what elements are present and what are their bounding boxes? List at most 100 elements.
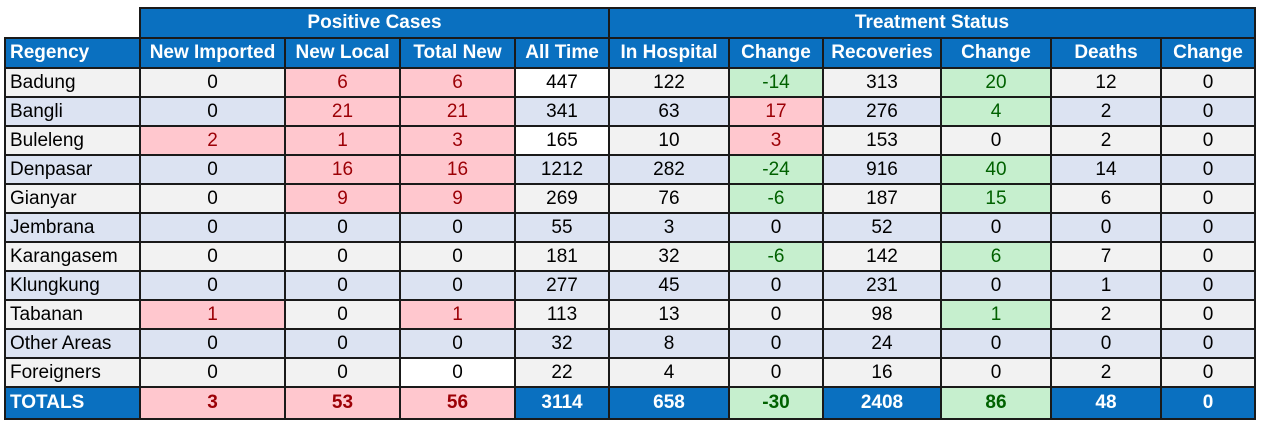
cell-new-local: 9 <box>284 183 401 214</box>
total-all-time: 3114 <box>514 386 610 420</box>
cell-deaths: 12 <box>1050 67 1162 98</box>
cell-in-hospital: 122 <box>608 67 730 98</box>
cell-new-imported: 0 <box>139 357 286 388</box>
regency-name-cell: Tabanan <box>4 299 141 330</box>
cell-recoveries-change: 20 <box>940 67 1052 98</box>
cell-recoveries-change: 0 <box>940 328 1052 359</box>
total-recoveries: 2408 <box>822 386 942 420</box>
cell-in-hospital: 4 <box>608 357 730 388</box>
cell-recoveries-change: 0 <box>940 212 1052 243</box>
cell-deaths: 2 <box>1050 96 1162 127</box>
cell-in-hospital: 32 <box>608 241 730 272</box>
cell-all-time: 55 <box>514 212 610 243</box>
cell-new-local: 0 <box>284 241 401 272</box>
totals-label-cell: TOTALS <box>4 386 141 420</box>
table-row: Bangli 0 21 21 341 63 17 276 4 2 0 <box>4 96 1256 127</box>
cell-all-time: 22 <box>514 357 610 388</box>
regency-name-cell: Foreigners <box>4 357 141 388</box>
cell-all-time: 269 <box>514 183 610 214</box>
cell-new-imported: 0 <box>139 212 286 243</box>
cell-recoveries: 16 <box>822 357 942 388</box>
cell-deaths-change: 0 <box>1160 96 1256 127</box>
cell-deaths-change: 0 <box>1160 328 1256 359</box>
cell-all-time: 165 <box>514 125 610 156</box>
cell-recoveries: 231 <box>822 270 942 301</box>
cell-total-new: 3 <box>399 125 516 156</box>
table-row: Gianyar 0 9 9 269 76 -6 187 15 6 0 <box>4 183 1256 214</box>
cell-new-imported: 1 <box>139 299 286 330</box>
cell-hospital-change: -14 <box>728 67 824 98</box>
cell-deaths-change: 0 <box>1160 241 1256 272</box>
cell-all-time: 277 <box>514 270 610 301</box>
cell-deaths-change: 0 <box>1160 299 1256 330</box>
cell-all-time: 113 <box>514 299 610 330</box>
cell-all-time: 341 <box>514 96 610 127</box>
cell-recoveries-change: 0 <box>940 270 1052 301</box>
cell-deaths: 2 <box>1050 357 1162 388</box>
cell-new-local: 21 <box>284 96 401 127</box>
column-header-in-hospital: In Hospital <box>608 37 730 69</box>
cell-deaths: 7 <box>1050 241 1162 272</box>
total-recoveries-change: 86 <box>940 386 1052 420</box>
regency-name-cell: Badung <box>4 67 141 98</box>
cell-new-imported: 0 <box>139 270 286 301</box>
table-row: Denpasar 0 16 16 1212 282 -24 916 40 14 0 <box>4 154 1256 185</box>
total-new-local: 53 <box>284 386 401 420</box>
cell-recoveries: 24 <box>822 328 942 359</box>
cell-in-hospital: 45 <box>608 270 730 301</box>
cell-deaths: 2 <box>1050 299 1162 330</box>
cell-total-new: 0 <box>399 328 516 359</box>
cell-deaths-change: 0 <box>1160 154 1256 185</box>
cell-hospital-change: -6 <box>728 241 824 272</box>
cell-hospital-change: 3 <box>728 125 824 156</box>
cell-total-new: 21 <box>399 96 516 127</box>
cell-deaths-change: 0 <box>1160 212 1256 243</box>
cell-deaths: 1 <box>1050 270 1162 301</box>
corner-blank-cell <box>4 7 141 39</box>
cell-total-new: 0 <box>399 241 516 272</box>
column-header-deaths-change: Change <box>1160 37 1256 69</box>
regency-name-cell: Denpasar <box>4 154 141 185</box>
cell-hospital-change: 0 <box>728 212 824 243</box>
group-header-row: Positive Cases Treatment Status <box>4 7 1256 39</box>
cell-recoveries: 153 <box>822 125 942 156</box>
cell-hospital-change: 0 <box>728 328 824 359</box>
cell-all-time: 32 <box>514 328 610 359</box>
cell-deaths-change: 0 <box>1160 125 1256 156</box>
cell-new-imported: 0 <box>139 328 286 359</box>
positive-cases-group-header: Positive Cases <box>139 7 610 39</box>
cell-new-imported: 0 <box>139 183 286 214</box>
column-header-new-imported: New Imported <box>139 37 286 69</box>
cell-deaths: 14 <box>1050 154 1162 185</box>
cell-all-time: 1212 <box>514 154 610 185</box>
cell-new-local: 0 <box>284 299 401 330</box>
cell-hospital-change: 0 <box>728 270 824 301</box>
treatment-status-group-header: Treatment Status <box>608 7 1256 39</box>
cell-new-local: 1 <box>284 125 401 156</box>
cell-new-imported: 2 <box>139 125 286 156</box>
cell-recoveries: 916 <box>822 154 942 185</box>
cell-hospital-change: -6 <box>728 183 824 214</box>
regency-name-cell: Karangasem <box>4 241 141 272</box>
table-row: Jembrana 0 0 0 55 3 0 52 0 0 0 <box>4 212 1256 243</box>
cell-new-imported: 0 <box>139 241 286 272</box>
cell-deaths: 0 <box>1050 328 1162 359</box>
total-deaths: 48 <box>1050 386 1162 420</box>
column-header-recoveries-change: Change <box>940 37 1052 69</box>
table-row: Other Areas 0 0 0 32 8 0 24 0 0 0 <box>4 328 1256 359</box>
cell-new-imported: 0 <box>139 96 286 127</box>
cell-deaths: 2 <box>1050 125 1162 156</box>
cell-deaths: 0 <box>1050 212 1162 243</box>
regency-name-cell: Jembrana <box>4 212 141 243</box>
cell-in-hospital: 13 <box>608 299 730 330</box>
cell-hospital-change: 0 <box>728 299 824 330</box>
cell-total-new: 0 <box>399 212 516 243</box>
regency-name-cell: Buleleng <box>4 125 141 156</box>
cell-recoveries: 142 <box>822 241 942 272</box>
covid-table-wrapper: Positive Cases Treatment Status Regency N… <box>4 7 1256 420</box>
cell-in-hospital: 8 <box>608 328 730 359</box>
cell-new-local: 0 <box>284 328 401 359</box>
cell-recoveries-change: 6 <box>940 241 1052 272</box>
regency-cases-table: Positive Cases Treatment Status Regency N… <box>4 7 1256 420</box>
column-header-recoveries: Recoveries <box>822 37 942 69</box>
